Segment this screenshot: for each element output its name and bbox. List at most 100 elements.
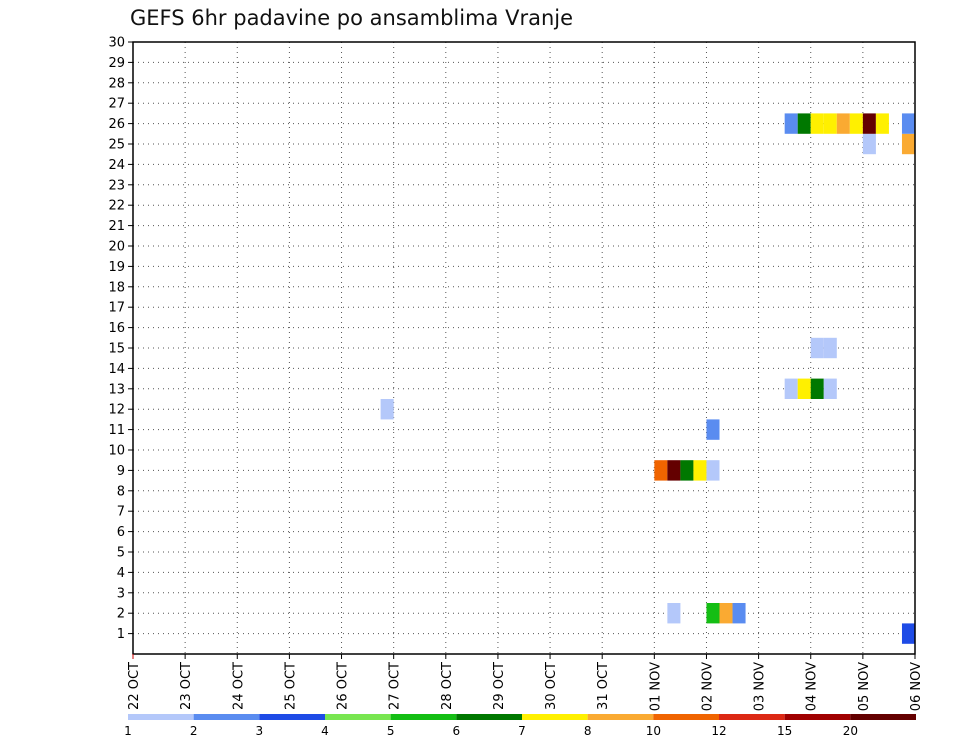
- legend-swatch: [719, 714, 785, 720]
- y-tick-label: 14: [108, 362, 125, 377]
- y-tick-label: 8: [117, 484, 125, 499]
- y-tick-label: 17: [108, 301, 125, 316]
- legend-label: 4: [321, 724, 329, 738]
- y-tick-label: 23: [108, 178, 125, 193]
- x-tick-label: 03 NOV: [753, 662, 768, 711]
- data-cell: [380, 399, 394, 420]
- data-cell: [901, 623, 915, 644]
- x-tick-label: 27 OCT: [388, 662, 403, 710]
- y-tick-label: 25: [108, 138, 125, 153]
- data-cell: [862, 113, 876, 134]
- x-tick-label: 01 NOV: [648, 662, 663, 711]
- y-tick-label: 13: [108, 382, 125, 397]
- legend-swatch: [587, 714, 654, 720]
- y-axis: 1234567891011121314151617181920212223242…: [108, 36, 133, 642]
- data-cell: [732, 603, 746, 624]
- y-tick-label: 11: [108, 423, 125, 438]
- x-tick-label: 22 OCT: [127, 662, 142, 710]
- y-tick-label: 26: [108, 117, 125, 132]
- y-tick-label: 16: [108, 321, 125, 336]
- x-tick-label: 25 OCT: [283, 662, 298, 710]
- data-cell: [797, 378, 811, 399]
- y-tick-label: 22: [108, 199, 125, 214]
- legend-label: 3: [256, 724, 264, 738]
- legend-swatch: [653, 714, 719, 720]
- legend-label: 10: [646, 724, 661, 738]
- legend-label: 6: [453, 724, 461, 738]
- x-tick-label: 26 OCT: [336, 662, 351, 710]
- data-cells: [380, 113, 915, 644]
- data-cell: [706, 460, 720, 481]
- x-tick-label: 23 OCT: [179, 662, 194, 710]
- y-tick-label: 18: [108, 280, 125, 295]
- y-tick-label: 15: [108, 342, 125, 357]
- y-tick-label: 1: [117, 627, 125, 642]
- data-cell: [875, 113, 889, 134]
- x-tick-label: 04 NOV: [805, 662, 820, 711]
- y-tick-label: 20: [108, 240, 125, 255]
- legend-swatch: [390, 714, 457, 720]
- data-cell: [706, 603, 720, 624]
- data-cell: [784, 113, 798, 134]
- data-cell: [862, 133, 876, 155]
- data-cell: [810, 337, 824, 359]
- x-tick-label: 30 OCT: [544, 662, 559, 710]
- data-cell: [784, 378, 798, 399]
- y-tick-label: 29: [108, 56, 125, 71]
- data-cell: [667, 603, 681, 624]
- data-cell: [654, 460, 668, 481]
- y-tick-label: 4: [117, 566, 125, 581]
- y-tick-label: 27: [108, 97, 125, 112]
- x-axis: 22 OCT 23 OCT 24 OCT 25 OCT 26 OCT 27 OCT 28 O…: [127, 654, 924, 711]
- data-cell: [836, 113, 850, 134]
- data-cell: [810, 378, 824, 399]
- data-cell: [667, 460, 681, 481]
- legend-label: 20: [843, 724, 858, 738]
- legend-swatch: [522, 714, 588, 720]
- y-tick-label: 21: [108, 219, 125, 234]
- legend-label: 8: [584, 724, 592, 738]
- x-tick-label: 29 OCT: [492, 662, 507, 710]
- y-tick-label: 24: [108, 158, 125, 173]
- legend-swatch: [128, 714, 194, 720]
- data-cell: [823, 113, 837, 134]
- x-tick-label: 06 NOV: [909, 662, 924, 711]
- x-tick-label: 02 NOV: [700, 662, 715, 711]
- legend-label: 15: [777, 724, 792, 738]
- color-legend: 1 2 3 4 5 6 7 8 10 12 15 20: [124, 714, 916, 738]
- data-cell: [706, 419, 720, 440]
- legend-swatch: [193, 714, 260, 720]
- y-tick-label: 10: [108, 444, 125, 459]
- y-tick-label: 12: [108, 403, 125, 418]
- y-tick-label: 7: [117, 505, 125, 520]
- data-cell: [810, 113, 824, 134]
- data-cell: [849, 113, 863, 134]
- y-tick-label: 28: [108, 76, 125, 91]
- x-tick-label: 28 OCT: [440, 662, 455, 710]
- x-tick-label: 05 NOV: [857, 662, 872, 711]
- x-tick-label: 31 OCT: [596, 662, 611, 710]
- data-cell: [901, 133, 915, 155]
- legend-label: 5: [387, 724, 395, 738]
- y-tick-label: 2: [117, 607, 125, 622]
- legend-swatch: [259, 714, 325, 720]
- legend-label: 7: [518, 724, 526, 738]
- legend-label: 2: [190, 724, 198, 738]
- legend-swatch: [850, 714, 916, 720]
- legend-swatch: [456, 714, 522, 720]
- legend-label: 1: [124, 724, 132, 738]
- legend-swatch: [325, 714, 391, 720]
- legend-label: 12: [711, 724, 726, 738]
- data-cell: [693, 460, 707, 481]
- data-cell: [680, 460, 694, 481]
- x-tick-label: 24 OCT: [231, 662, 246, 710]
- y-tick-label: 3: [117, 586, 125, 601]
- y-tick-label: 30: [108, 36, 125, 51]
- data-cell: [901, 113, 915, 134]
- y-tick-label: 6: [117, 525, 125, 540]
- legend-swatch: [784, 714, 851, 720]
- data-cell: [797, 113, 811, 134]
- data-cell: [719, 603, 733, 624]
- data-cell: [823, 337, 837, 359]
